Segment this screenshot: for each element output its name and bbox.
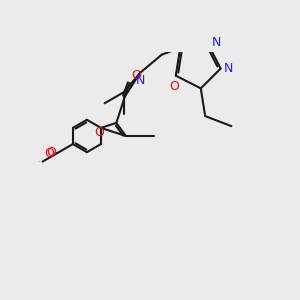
Text: N: N	[224, 62, 233, 75]
Text: O: O	[131, 69, 141, 82]
Text: O: O	[46, 146, 56, 159]
Text: N: N	[211, 36, 220, 49]
Text: O: O	[169, 80, 179, 93]
Text: O: O	[94, 126, 104, 140]
Text: O: O	[44, 147, 54, 160]
Text: O: O	[39, 161, 40, 162]
Text: N: N	[136, 74, 145, 87]
